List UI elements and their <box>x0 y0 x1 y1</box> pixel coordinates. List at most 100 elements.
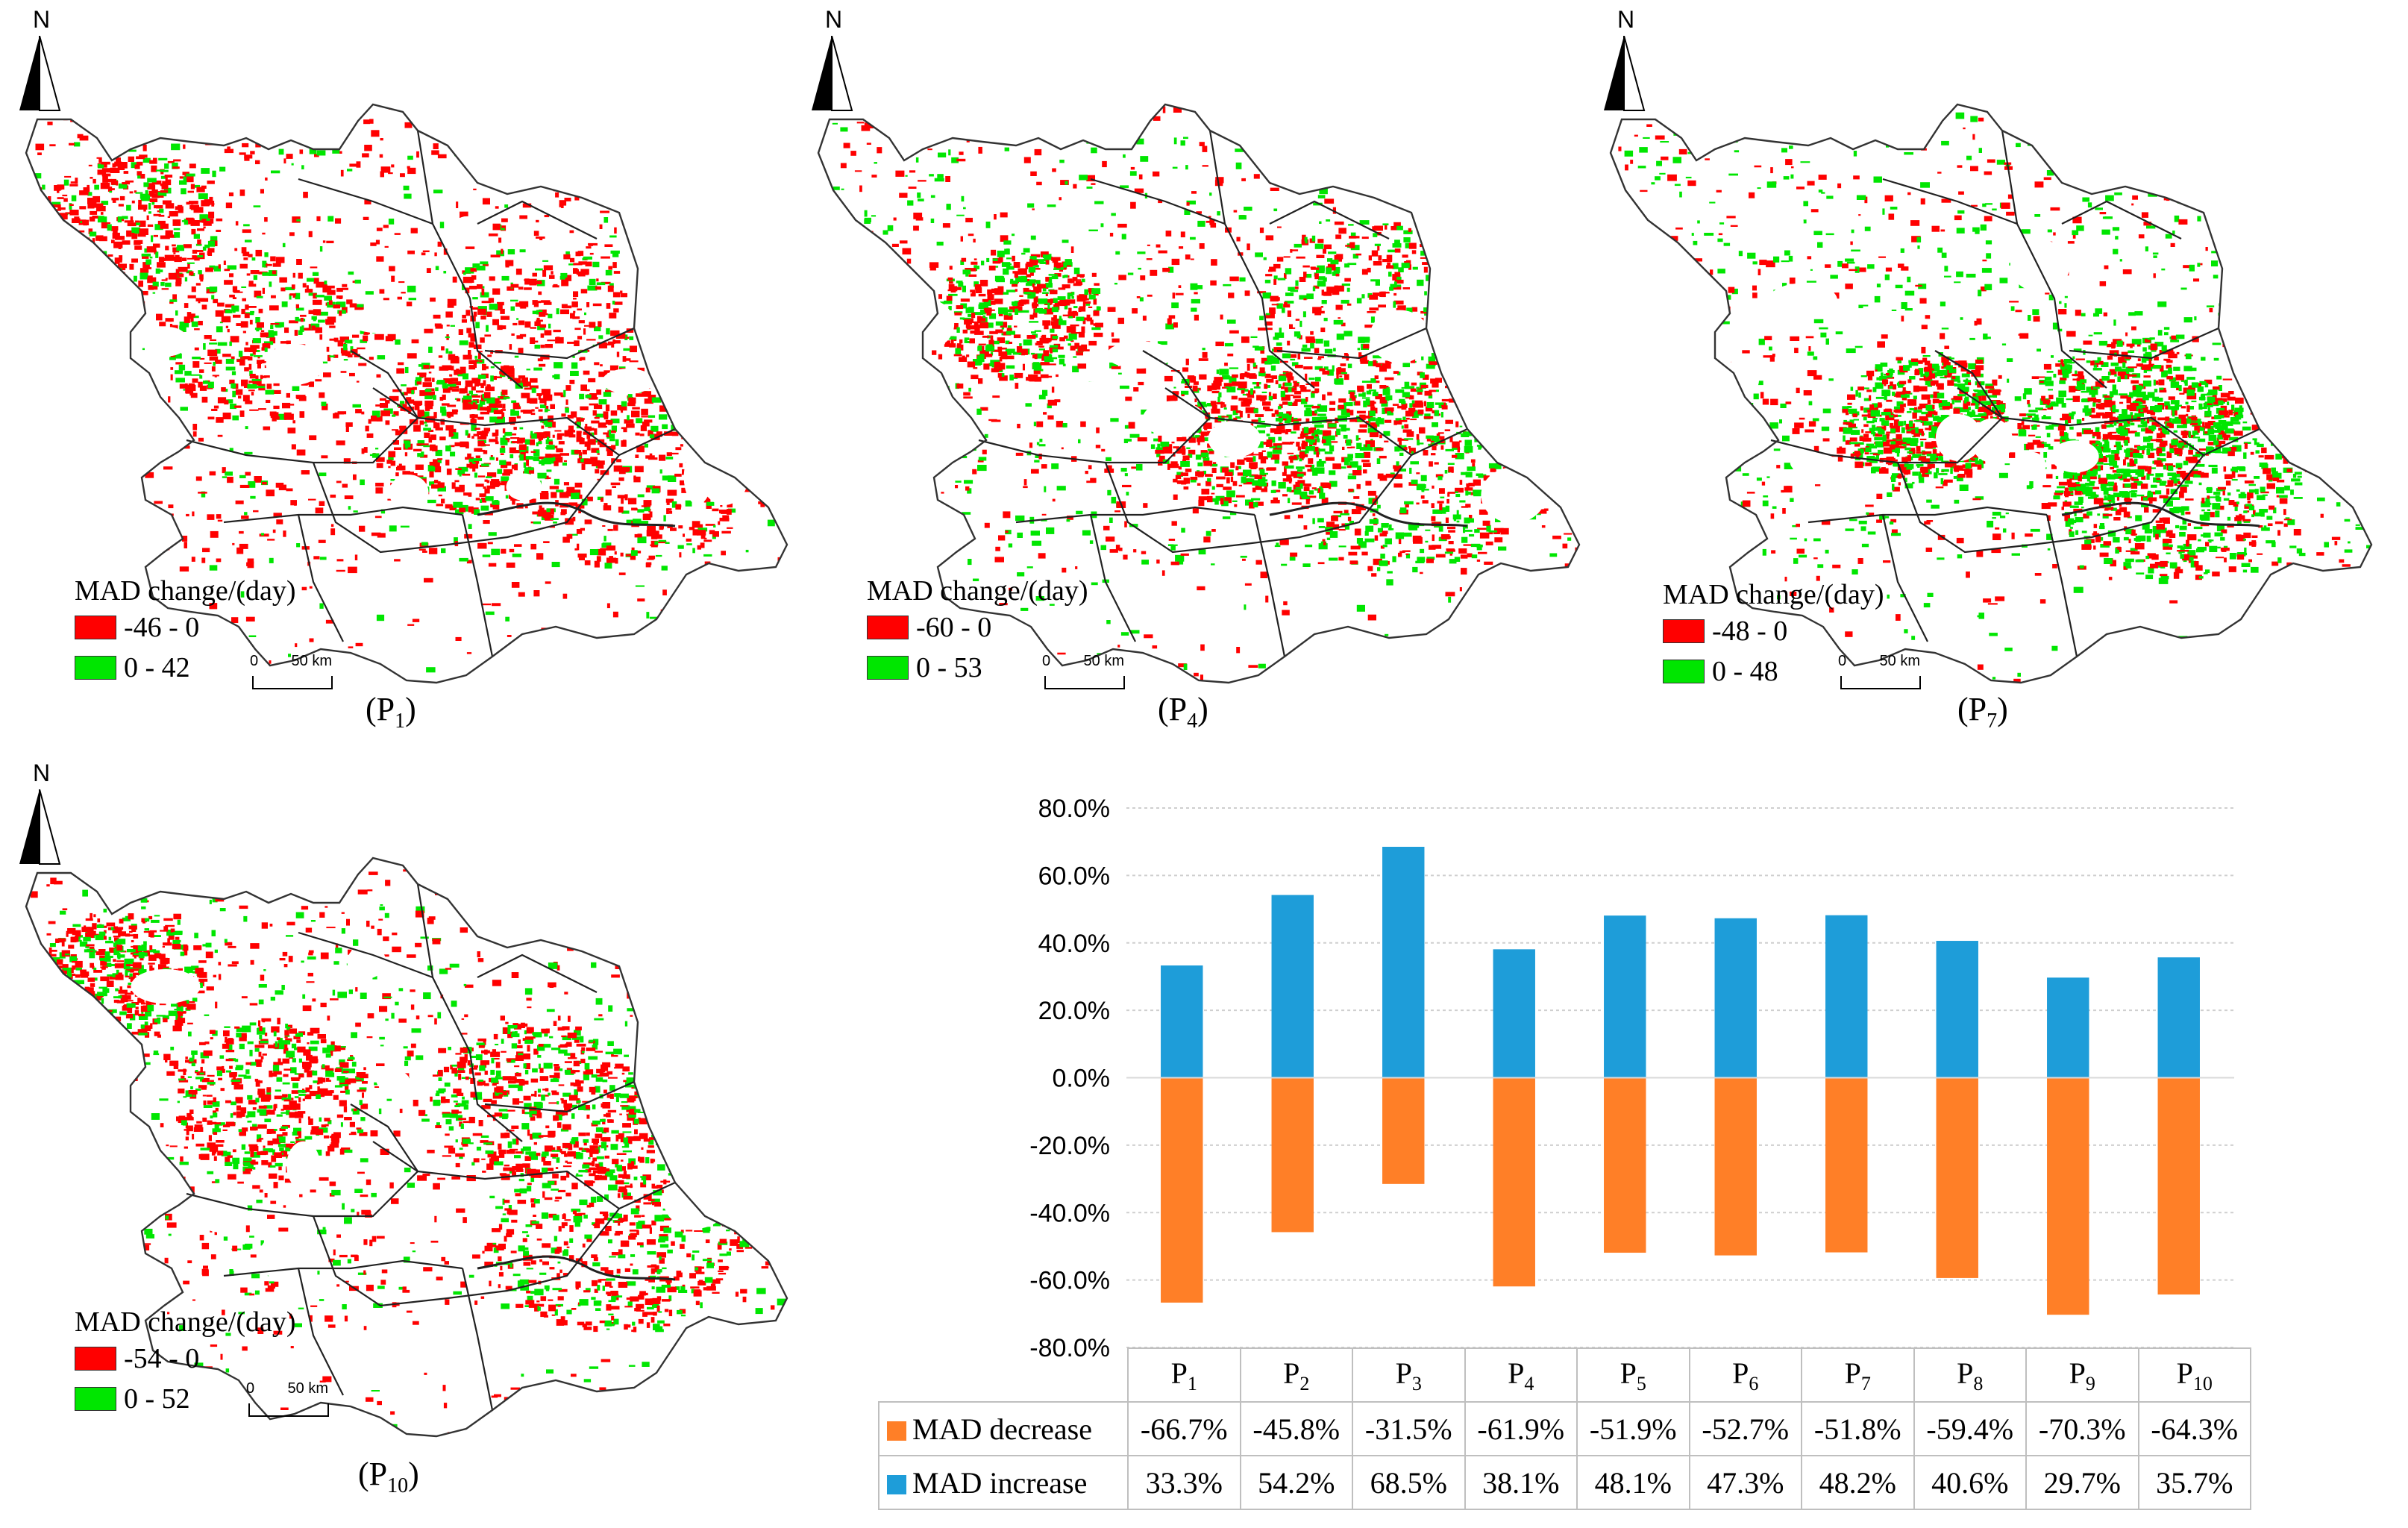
north-arrow-label: N <box>33 760 51 786</box>
legend-neg-range: -48 - 0 <box>1712 616 1788 647</box>
legend-swatch-green <box>867 656 909 680</box>
legend-pos-range: 0 - 53 <box>916 652 982 683</box>
scale-bar-line <box>252 676 333 689</box>
map-legend: MAD change/(day) -60 - 0 0 - 53 <box>867 574 1088 688</box>
map-caption: (P10) <box>358 1456 419 1497</box>
caption-sub: 4 <box>1187 709 1198 733</box>
data-label: -52.7% <box>1688 1401 1802 1456</box>
data-label: -70.3% <box>2025 1401 2139 1456</box>
bar-increase-p7 <box>1825 915 1868 1078</box>
data-label: 47.3% <box>1688 1455 1802 1510</box>
legend-swatch-green <box>1663 660 1705 683</box>
county-boundary <box>1142 350 1211 419</box>
north-arrow: N <box>13 6 66 111</box>
county-boundary <box>477 200 598 239</box>
legend-title: MAD change/(day) <box>75 575 296 607</box>
county-boundary <box>461 1268 494 1411</box>
county-boundary <box>297 514 344 642</box>
scale-zero: 0 <box>1042 653 1051 669</box>
data-label: 38.1% <box>1464 1455 1578 1510</box>
x-tick-label: P4 <box>1464 1347 1578 1403</box>
caption-sub: 10 <box>387 1474 409 1497</box>
scale-bar-labels: 0 50 km <box>1042 653 1124 670</box>
north-arrow: N <box>1598 6 1650 111</box>
legend-entry-increase: MAD increase <box>878 1455 1129 1510</box>
map-legend: MAD change/(day) -54 - 0 0 - 52 <box>75 1306 296 1419</box>
bar-increase-p3 <box>1382 846 1425 1078</box>
county-boundary <box>350 350 418 419</box>
bar-decrease-p8 <box>1936 1077 1978 1278</box>
category-sub: 2 <box>1299 1372 1310 1394</box>
scale-bar: 0 50 km <box>250 653 333 689</box>
legend-title: MAD change/(day) <box>867 575 1088 607</box>
x-tick-label: P2 <box>1239 1347 1353 1403</box>
county-boundary <box>223 506 463 524</box>
data-label: 48.2% <box>1801 1455 1915 1510</box>
legend-swatch-red <box>867 616 909 639</box>
legend-row-decrease: -54 - 0 <box>75 1338 296 1379</box>
bar-increase-p1 <box>1161 965 1203 1078</box>
legend-swatch-green <box>75 1387 116 1411</box>
map-legend: MAD change/(day) -46 - 0 0 - 42 <box>75 574 296 688</box>
chart-data-table: P1 P2 P3 P4 P5 P6 P7 P8 P9 P10 MAD decrease -66.7% -… <box>878 1347 2251 1510</box>
province-outline <box>25 103 788 684</box>
data-label: 54.2% <box>1239 1455 1353 1510</box>
county-boundary <box>1276 327 1427 360</box>
caption-main: P <box>369 1456 388 1492</box>
x-tick-label: P6 <box>1688 1347 1802 1403</box>
data-label: -45.8% <box>1239 1401 1353 1456</box>
county-boundary <box>461 514 494 657</box>
legend-entry-decrease: MAD decrease <box>878 1401 1129 1456</box>
bar-decrease-p2 <box>1271 1077 1314 1233</box>
y-tick-label: 0.0% <box>1053 1065 1111 1093</box>
table-row-increase: MAD increase 33.3% 54.2% 68.5% 38.1% 48.1% 47.… <box>878 1455 2251 1510</box>
bar-increase-p4 <box>1493 949 1535 1078</box>
county-boundary <box>1089 514 1136 642</box>
data-label: 40.6% <box>1913 1455 2027 1510</box>
county-boundary <box>1881 514 1928 642</box>
data-label: 29.7% <box>2025 1455 2139 1510</box>
bar-increase-p5 <box>1604 915 1646 1078</box>
county-boundary <box>1208 130 1315 389</box>
map-p7 <box>1609 103 2373 684</box>
legend-pos-range: 0 - 48 <box>1712 656 1778 687</box>
data-label: -51.8% <box>1801 1401 1915 1456</box>
category-sub: 10 <box>2192 1372 2213 1394</box>
county-boundary <box>312 454 620 554</box>
map-panel-p7: N MAD change/(day) -48 - 0 0 - 48 0 50 km (P7) <box>1584 0 2390 746</box>
bar-decrease-p7 <box>1825 1077 1868 1253</box>
bar-increase-p6 <box>1714 918 1757 1078</box>
y-tick-label: -40.0% <box>1029 1199 1110 1227</box>
data-label: -51.9% <box>1576 1401 1690 1456</box>
category-sub: 5 <box>1636 1372 1646 1394</box>
data-label: -64.3% <box>2137 1401 2251 1456</box>
county-boundary <box>312 1208 620 1307</box>
legend-key-increase <box>887 1474 906 1494</box>
county-boundary <box>1934 350 2003 419</box>
category-sub: 6 <box>1749 1372 1759 1394</box>
category-sub: 4 <box>1524 1372 1534 1394</box>
county-boundary <box>2069 327 2219 360</box>
scale-label: 50 km <box>1879 653 1920 669</box>
province-outline <box>1609 103 2373 684</box>
caption-main: P <box>1168 691 1188 727</box>
province-outline <box>25 857 788 1438</box>
category-sub: 8 <box>1973 1372 1984 1394</box>
x-tick-label: P5 <box>1576 1347 1690 1403</box>
data-label: 68.5% <box>1352 1455 1466 1510</box>
scale-bar-labels: 0 50 km <box>246 1380 328 1397</box>
yangtze-river <box>477 1255 676 1281</box>
caption-sub: 7 <box>1987 709 1998 733</box>
scale-bar: 0 50 km <box>1042 653 1125 689</box>
county-boundary <box>416 883 523 1142</box>
legend-neg-range: -54 - 0 <box>124 1343 200 1374</box>
scale-bar: 0 50 km <box>1838 653 1921 689</box>
map-legend: MAD change/(day) -48 - 0 0 - 48 <box>1663 578 1884 692</box>
scale-bar-labels: 0 50 km <box>1838 653 1920 670</box>
x-tick-label: P7 <box>1801 1347 1915 1403</box>
north-arrow-label: N <box>33 6 51 33</box>
data-label: -31.5% <box>1352 1401 1466 1456</box>
county-boundary <box>1882 178 2018 225</box>
table-row-decrease: MAD decrease -66.7% -45.8% -31.5% -61.9% -51.… <box>878 1401 2251 1456</box>
bar-increase-p2 <box>1271 895 1314 1078</box>
